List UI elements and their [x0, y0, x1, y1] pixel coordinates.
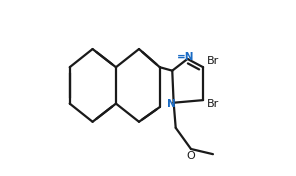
Text: =N: =N — [177, 52, 195, 62]
Text: Br: Br — [207, 99, 219, 109]
Text: O: O — [186, 151, 195, 161]
Text: N: N — [167, 99, 176, 109]
Text: Br: Br — [207, 56, 219, 66]
